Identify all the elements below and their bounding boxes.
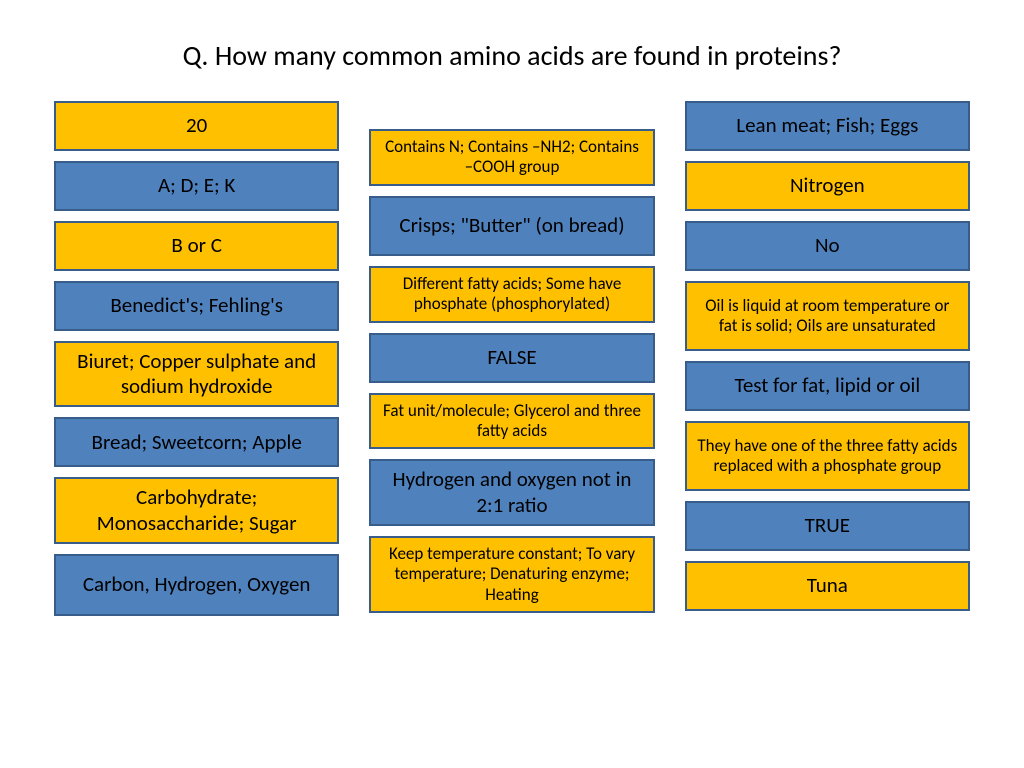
columns-container: 20 A; D; E; K B or C Benedict's; Fehling's B… bbox=[0, 101, 1024, 616]
answer-card[interactable]: Lean meat; Fish; Eggs bbox=[685, 101, 970, 151]
answer-card[interactable]: Biuret; Copper sulphate and sodium hydro… bbox=[54, 341, 339, 407]
answer-card[interactable]: A; D; E; K bbox=[54, 161, 339, 211]
answer-card[interactable]: Different fatty acids; Some have phospha… bbox=[369, 266, 654, 323]
answer-card[interactable]: Test for fat, lipid or oil bbox=[685, 361, 970, 411]
answer-card[interactable]: TRUE bbox=[685, 501, 970, 551]
answer-card[interactable]: Contains N; Contains –NH2; Contains –COO… bbox=[369, 129, 654, 186]
column-middle: Contains N; Contains –NH2; Contains –COO… bbox=[369, 129, 654, 616]
page-title: Q. How many common amino acids are found… bbox=[0, 0, 1024, 101]
answer-card[interactable]: 20 bbox=[54, 101, 339, 151]
answer-card[interactable]: They have one of the three fatty acids r… bbox=[685, 421, 970, 491]
answer-card[interactable]: FALSE bbox=[369, 333, 654, 383]
column-left: 20 A; D; E; K B or C Benedict's; Fehling's B… bbox=[54, 101, 339, 616]
column-right: Lean meat; Fish; Eggs Nitrogen No Oil is li… bbox=[685, 101, 970, 616]
answer-card[interactable]: Keep temperature constant; To vary tempe… bbox=[369, 536, 654, 613]
answer-card[interactable]: No bbox=[685, 221, 970, 271]
answer-card[interactable]: Benedict's; Fehling's bbox=[54, 281, 339, 331]
answer-card[interactable]: Nitrogen bbox=[685, 161, 970, 211]
answer-card[interactable]: Fat unit/molecule; Glycerol and three fa… bbox=[369, 393, 654, 450]
answer-card[interactable]: Tuna bbox=[685, 561, 970, 611]
answer-card[interactable]: Carbohydrate; Monosaccharide; Sugar bbox=[54, 477, 339, 543]
answer-card[interactable]: Oil is liquid at room temperature or fat… bbox=[685, 281, 970, 351]
answer-card[interactable]: Carbon, Hydrogen, Oxygen bbox=[54, 554, 339, 616]
answer-card[interactable]: B or C bbox=[54, 221, 339, 271]
answer-card[interactable]: Bread; Sweetcorn; Apple bbox=[54, 417, 339, 467]
answer-card[interactable]: Crisps; "Butter" (on bread) bbox=[369, 196, 654, 256]
answer-card[interactable]: Hydrogen and oxygen not in 2:1 ratio bbox=[369, 459, 654, 525]
